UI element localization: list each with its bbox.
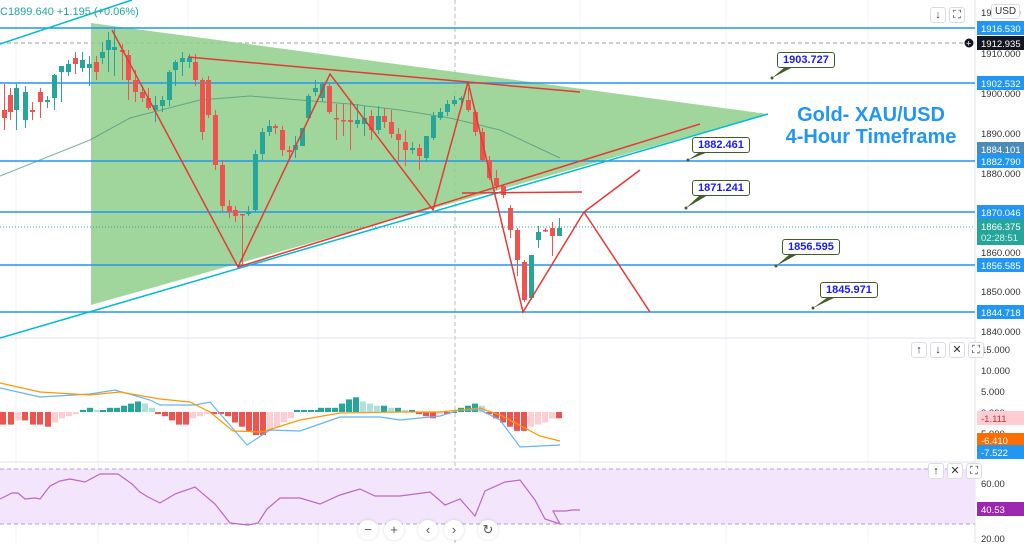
- scroll-right-button[interactable]: ›: [444, 520, 464, 540]
- maximize-pane-button[interactable]: ⛶: [966, 463, 982, 479]
- zoom-in-button[interactable]: +: [384, 520, 404, 540]
- rsi-tick: 60.00: [981, 479, 1005, 490]
- maximize-pane-button[interactable]: ⛶: [949, 7, 965, 23]
- level-price-label: [977, 154, 1024, 168]
- callout-pointer: [686, 195, 708, 208]
- macd-value-label: [977, 445, 1024, 459]
- close-pane-button[interactable]: ✕: [949, 342, 965, 358]
- macd-tick: 5.000: [981, 387, 1005, 398]
- rsi-pane-controls: ↑ ✕ ⛶: [928, 463, 982, 479]
- wave-pattern-lines[interactable]: [111, 29, 701, 314]
- rsi-band: [0, 469, 975, 524]
- level-price-label: [977, 258, 1024, 272]
- candlesticks: [2, 28, 562, 302]
- rsi-tick: 20.00: [981, 534, 1005, 543]
- price-callout[interactable]: 1882.461: [692, 137, 750, 153]
- crosshair-price-label: 1912.935: [981, 39, 1021, 50]
- rsi-line: [0, 473, 580, 526]
- price-tick: 1900.000: [981, 89, 1021, 100]
- ascending-trendline[interactable]: [0, 113, 769, 339]
- level-price-label: [977, 142, 1024, 156]
- callout-pointer: [813, 297, 836, 308]
- scroll-left-button[interactable]: ‹: [418, 520, 438, 540]
- close-pane-button[interactable]: ✕: [947, 463, 963, 479]
- move-up-button[interactable]: ↑: [911, 342, 927, 358]
- price-callout[interactable]: 1871.241: [692, 180, 750, 196]
- level-price-label: 1844.718: [981, 308, 1021, 319]
- macd-tick: 15.000: [981, 345, 1010, 356]
- callout-pointer: [776, 254, 798, 266]
- chart-title: Gold- XAU/USD 4-Hour Timeframe: [775, 104, 967, 148]
- level-price-label: [977, 76, 1024, 90]
- macd-histogram: [0, 397, 562, 436]
- macd-pane-controls: ↑ ↓ ✕ ⛶: [911, 342, 984, 358]
- level-price-label: [977, 305, 1024, 319]
- reset-chart-button[interactable]: ↻: [478, 520, 498, 540]
- svg-text:1866.375: 1866.375: [981, 222, 1021, 233]
- level-price-label: 1902.532: [981, 79, 1021, 90]
- callout-pointer: [688, 152, 708, 160]
- macd-value-label: -1.111: [981, 414, 1007, 425]
- maximize-pane-button[interactable]: ⛶: [968, 342, 984, 358]
- currency-label[interactable]: USD: [991, 4, 1021, 19]
- level-price-label: 1916.530: [981, 24, 1021, 35]
- level-price-label: 1870.046: [981, 208, 1021, 219]
- crosshair-price-label: [977, 36, 1024, 50]
- zoom-out-button[interactable]: −: [358, 520, 378, 540]
- title-line-2: 4-Hour Timeframe: [785, 126, 957, 148]
- move-down-button[interactable]: ↓: [930, 7, 946, 23]
- level-price-label: 1882.790: [981, 157, 1021, 168]
- macd-value-label: -7.522: [981, 448, 1008, 459]
- macd-tick: 10.000: [981, 366, 1010, 377]
- rsi-value-label: 40.53: [981, 505, 1005, 516]
- signal-line: [0, 382, 561, 442]
- triangle-pattern[interactable]: [91, 23, 768, 305]
- level-price-label: 1856.585: [981, 261, 1021, 272]
- macd-value-label: [977, 411, 1024, 425]
- channel-trendline[interactable]: [0, 0, 133, 45]
- title-line-1: Gold- XAU/USD: [797, 104, 945, 126]
- price-tick: 1910.000: [981, 49, 1021, 60]
- move-down-button[interactable]: ↓: [930, 342, 946, 358]
- level-price-label: [977, 21, 1024, 35]
- price-scale[interactable]: 1920.0001910.0001900.0001890.0001880.000…: [963, 0, 1024, 545]
- price-callout[interactable]: 1856.595: [782, 239, 840, 255]
- macd-value-label: -6.410: [981, 436, 1008, 447]
- level-price-label: 1884.101: [981, 145, 1021, 156]
- rsi-value-label: [977, 502, 1024, 516]
- macd-value-label: [977, 433, 1024, 447]
- svg-text:+: +: [966, 39, 971, 49]
- price-tick: 1890.000: [981, 129, 1021, 140]
- level-price-label: [977, 205, 1024, 219]
- bar-countdown: 02:28:51: [981, 233, 1018, 244]
- ohlc-legend: C1899.640 +1.195 (+0.06%): [0, 6, 139, 18]
- chart-navigation: − + ‹ › ↻: [358, 520, 498, 540]
- callout-pointer: [772, 67, 793, 78]
- price-callout[interactable]: 1903.727: [777, 52, 835, 68]
- price-tick: 1850.000: [981, 287, 1021, 298]
- price-tick: 1880.000: [981, 169, 1021, 180]
- price-callout[interactable]: 1845.971: [820, 282, 878, 298]
- add-alert-icon[interactable]: [963, 37, 975, 49]
- price-tick: 1840.000: [981, 327, 1021, 338]
- main-pane-controls: ↓ ⛶: [930, 7, 965, 23]
- last-price-label: [977, 219, 1024, 245]
- price-tick: 1860.000: [981, 248, 1021, 259]
- move-up-button[interactable]: ↑: [928, 463, 944, 479]
